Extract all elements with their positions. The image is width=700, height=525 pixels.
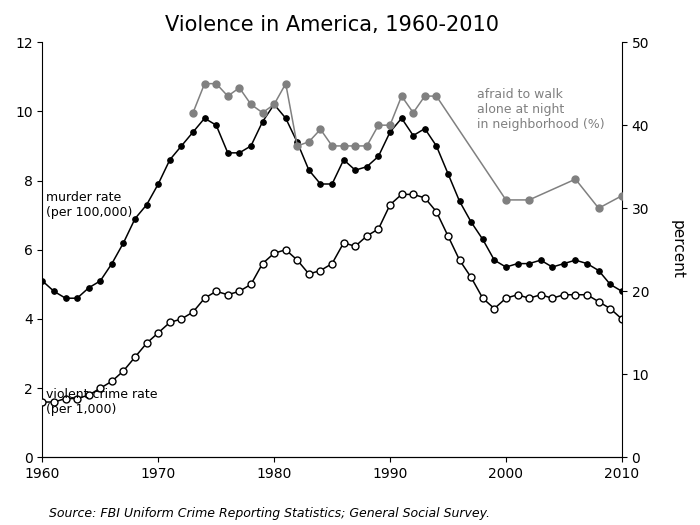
Text: murder rate
(per 100,000): murder rate (per 100,000) xyxy=(46,191,132,219)
Text: Source: FBI Uniform Crime Reporting Statistics; General Social Survey.: Source: FBI Uniform Crime Reporting Stat… xyxy=(49,507,490,520)
Title: Violence in America, 1960-2010: Violence in America, 1960-2010 xyxy=(165,15,499,35)
Y-axis label: percent: percent xyxy=(670,220,685,279)
Text: violent crime rate
(per 1,000): violent crime rate (per 1,000) xyxy=(46,388,158,416)
Text: afraid to walk
alone at night
in neighborhood (%): afraid to walk alone at night in neighbo… xyxy=(477,88,605,131)
